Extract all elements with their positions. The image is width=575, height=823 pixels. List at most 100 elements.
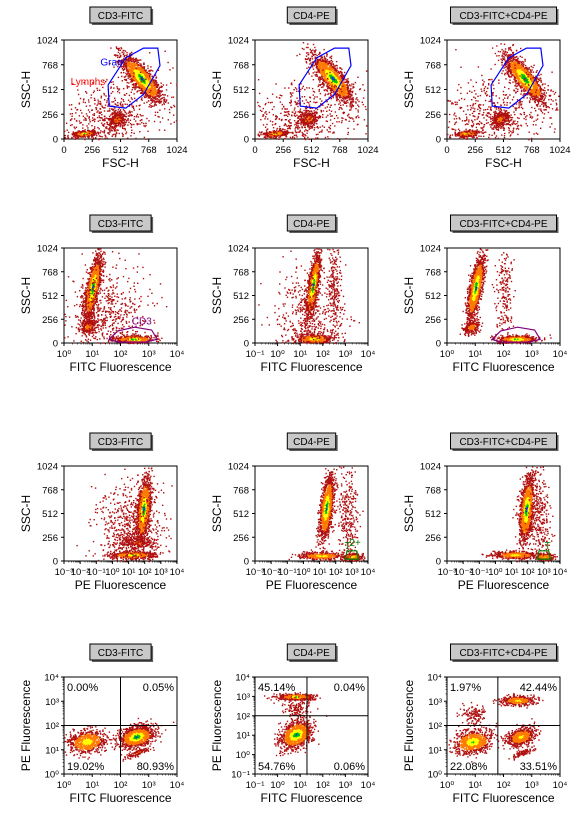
- density-point: [116, 86, 117, 87]
- density-point: [110, 118, 111, 119]
- density-point: [320, 62, 321, 63]
- density-point: [335, 68, 336, 69]
- density-point: [331, 98, 332, 99]
- density-point: [90, 121, 91, 122]
- density-point: [109, 125, 110, 126]
- density-point: [319, 81, 320, 82]
- density-point: [154, 88, 155, 89]
- density-point: [329, 67, 330, 68]
- density-point: [135, 68, 136, 69]
- density-point: [131, 130, 132, 131]
- density-point: [132, 65, 133, 66]
- density-point: [137, 86, 138, 87]
- density-point: [127, 138, 128, 139]
- density-point: [131, 92, 132, 93]
- density-point: [127, 124, 128, 125]
- density-point: [112, 81, 113, 82]
- density-point: [102, 124, 103, 125]
- density-point: [118, 120, 119, 121]
- density-point: [323, 80, 324, 81]
- density-point: [337, 67, 338, 68]
- density-point: [127, 82, 128, 83]
- density-point: [308, 110, 309, 111]
- density-point: [120, 110, 121, 111]
- density-point: [131, 80, 132, 81]
- density-point: [135, 73, 136, 74]
- density-point: [94, 90, 95, 91]
- density-point: [322, 83, 323, 84]
- density-point: [147, 131, 148, 132]
- y-tick-label: 1024: [37, 36, 58, 47]
- density-point: [121, 72, 122, 73]
- density-point: [149, 92, 150, 93]
- density-point: [112, 118, 113, 119]
- density-point: [349, 92, 350, 93]
- density-point: [113, 119, 114, 120]
- density-point: [123, 54, 124, 55]
- density-point: [140, 114, 141, 115]
- density-point: [144, 102, 145, 103]
- density-point: [318, 86, 319, 87]
- density-point: [316, 67, 317, 68]
- density-point: [308, 54, 309, 55]
- density-point: [357, 110, 358, 111]
- density-point: [128, 122, 129, 123]
- density-point: [353, 138, 354, 139]
- density-point: [169, 112, 170, 113]
- density-point: [123, 118, 124, 119]
- density-point: [166, 89, 167, 90]
- density-point: [122, 105, 123, 106]
- density-point: [316, 64, 317, 65]
- density-point: [99, 117, 100, 118]
- density-point: [141, 83, 142, 84]
- density-point: [132, 58, 133, 59]
- density-point: [321, 76, 322, 77]
- density-point: [340, 71, 341, 72]
- density-point: [88, 99, 89, 100]
- density-point: [128, 100, 129, 101]
- density-point: [306, 62, 307, 63]
- density-point: [331, 62, 332, 63]
- density-point: [113, 87, 114, 88]
- density-point: [110, 47, 111, 48]
- density-point: [71, 116, 72, 117]
- density-point: [157, 112, 158, 113]
- density-point: [88, 101, 89, 102]
- density-point: [127, 54, 128, 55]
- density-point: [326, 82, 327, 83]
- density-point: [115, 128, 116, 129]
- density-point: [161, 101, 162, 102]
- density-point: [333, 88, 334, 89]
- density-point: [163, 84, 164, 85]
- density-point: [83, 130, 84, 131]
- density-point: [106, 137, 107, 138]
- density-point: [316, 74, 317, 75]
- density-point: [140, 59, 141, 60]
- density-point: [123, 88, 124, 89]
- density-point: [147, 94, 148, 95]
- density-point: [343, 94, 344, 95]
- density-point: [325, 67, 326, 68]
- x-tick-label: 512: [113, 145, 129, 156]
- density-point: [334, 83, 335, 84]
- density-point: [307, 118, 308, 119]
- density-point: [105, 138, 106, 139]
- density-point: [105, 136, 106, 137]
- density-point: [133, 85, 134, 86]
- density-point: [363, 104, 364, 105]
- density-point: [79, 120, 80, 121]
- density-point: [145, 79, 146, 80]
- density-point: [331, 60, 332, 61]
- density-point: [330, 94, 331, 95]
- density-point: [116, 129, 117, 130]
- density-point: [104, 107, 105, 108]
- density-point: [138, 72, 139, 73]
- density-point: [315, 54, 316, 55]
- density-point: [123, 109, 124, 110]
- density-point: [306, 68, 307, 69]
- density-point: [91, 136, 92, 137]
- density-point: [161, 87, 162, 88]
- density-point: [324, 77, 325, 78]
- density-point: [141, 119, 142, 120]
